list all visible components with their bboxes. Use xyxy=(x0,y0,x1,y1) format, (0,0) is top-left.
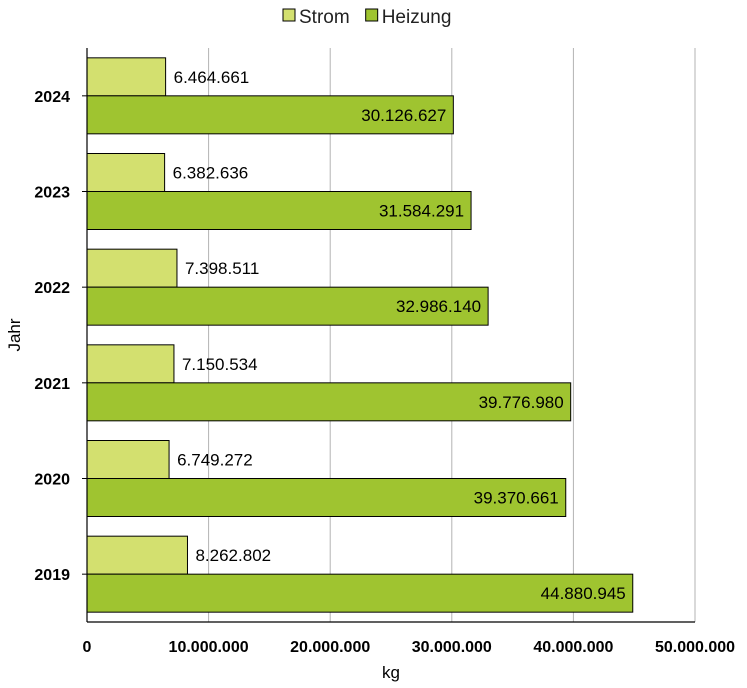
data-label: 39.776.980 xyxy=(479,393,564,412)
bar-strom xyxy=(86,440,170,479)
axes: 0 10.000.000 20.000.000 30.000.000 40.000.00… xyxy=(34,48,735,656)
legend: Strom Heizung xyxy=(282,7,452,28)
data-label: 7.398.511 xyxy=(185,259,259,278)
y-tick-label: 2019 xyxy=(34,567,70,584)
data-label: 32.986.140 xyxy=(396,297,481,316)
data-label: 30.126.627 xyxy=(361,106,446,125)
data-label: 7.150.534 xyxy=(182,355,258,374)
x-axis-label: kg xyxy=(382,663,400,682)
x-tick-label: 30.000.000 xyxy=(412,639,492,656)
y-tick-label: 2022 xyxy=(34,280,70,297)
data-label: 39.370.661 xyxy=(474,489,559,508)
legend-label-heizung: Heizung xyxy=(382,7,452,28)
x-tick-label: 10.000.000 xyxy=(169,639,249,656)
x-tick-label: 20.000.000 xyxy=(290,639,370,656)
bar-heizung xyxy=(86,286,489,326)
data-label: 6.749.272 xyxy=(177,451,253,470)
x-tick-label: 0 xyxy=(83,639,92,656)
bar-heizung xyxy=(86,478,567,517)
legend-swatch-strom xyxy=(282,8,296,22)
data-label: 31.584.291 xyxy=(379,202,464,221)
y-tick-label: 2021 xyxy=(34,376,70,393)
legend-swatch-heizung xyxy=(365,8,379,22)
data-label: 6.464.661 xyxy=(174,68,250,87)
bar-heizung xyxy=(86,382,572,422)
y-axis-label: Jahr xyxy=(5,318,24,351)
bar-strom xyxy=(86,57,167,97)
y-tick-label: 2024 xyxy=(34,89,70,106)
bar-strom xyxy=(86,344,175,384)
x-tick-label: 40.000.000 xyxy=(533,639,613,656)
x-tick-label: 50.000.000 xyxy=(655,639,735,656)
data-label: 6.382.636 xyxy=(173,164,249,183)
bar-strom xyxy=(86,248,178,288)
gridlines xyxy=(208,48,696,622)
y-tick-label: 2020 xyxy=(34,472,70,489)
data-label: 44.880.945 xyxy=(541,584,626,603)
bar-strom xyxy=(86,153,166,192)
bar-heizung xyxy=(86,573,634,613)
data-label: 8.262.802 xyxy=(195,546,271,565)
legend-label-strom: Strom xyxy=(299,7,350,28)
bar-strom xyxy=(86,535,188,575)
bar-heizung xyxy=(86,95,454,135)
bars: 6.464.661 30.126.627 6.382.636 31.584.291 7.… xyxy=(86,57,634,613)
y-tick-label: 2023 xyxy=(34,185,70,202)
